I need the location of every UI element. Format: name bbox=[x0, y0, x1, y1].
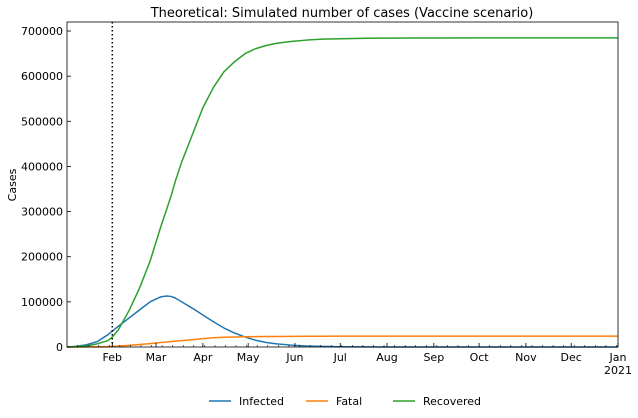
x-tick-label: Aug bbox=[376, 351, 397, 364]
plot-area bbox=[66, 22, 618, 348]
x-tick-label: Feb bbox=[103, 351, 122, 364]
legend: Infected Fatal Recovered bbox=[209, 395, 481, 408]
y-tick-label: 300000 bbox=[21, 206, 63, 219]
x-tick-label: May bbox=[237, 351, 260, 364]
legend-label: Fatal bbox=[336, 395, 362, 408]
x-tick-label: Sep bbox=[423, 351, 444, 364]
axes: 0 100000 200000 300000 400000 500000 600000 700… bbox=[21, 21, 632, 377]
y-tick-label: 400000 bbox=[21, 160, 63, 173]
x-tick-label: Nov bbox=[515, 351, 537, 364]
plot-frame bbox=[66, 21, 619, 348]
y-tick-label: 500000 bbox=[21, 115, 63, 128]
x-tick-label: Jul bbox=[333, 351, 347, 364]
y-tick-label: 700000 bbox=[21, 25, 63, 38]
y-tick-label: 200000 bbox=[21, 251, 63, 264]
legend-label: Recovered bbox=[423, 395, 481, 408]
x-tick-label: Dec bbox=[561, 351, 582, 364]
y-tick-label: 100000 bbox=[21, 296, 63, 309]
x-tick-label: Jan bbox=[609, 351, 627, 364]
legend-item-infected: Infected bbox=[209, 395, 284, 408]
x-tick-label: Mar bbox=[146, 351, 167, 364]
legend-item-recovered: Recovered bbox=[393, 395, 481, 408]
legend-label: Infected bbox=[239, 395, 284, 408]
legend-item-fatal: Fatal bbox=[306, 395, 362, 408]
y-tick-label: 0 bbox=[56, 341, 63, 354]
series-line-fatal bbox=[66, 335, 618, 348]
y-axis-label: Cases bbox=[6, 168, 19, 201]
x-year-label: 2021 bbox=[604, 364, 632, 377]
x-tick-label: Apr bbox=[193, 351, 213, 364]
x-tick-label: Jun bbox=[285, 351, 303, 364]
series-line-recovered bbox=[66, 37, 618, 348]
x-tick-label: Oct bbox=[470, 351, 490, 364]
series-line-infected bbox=[66, 295, 618, 348]
chart-title: Theoretical: Simulated number of cases (… bbox=[150, 6, 534, 21]
y-tick-label: 600000 bbox=[21, 70, 63, 83]
